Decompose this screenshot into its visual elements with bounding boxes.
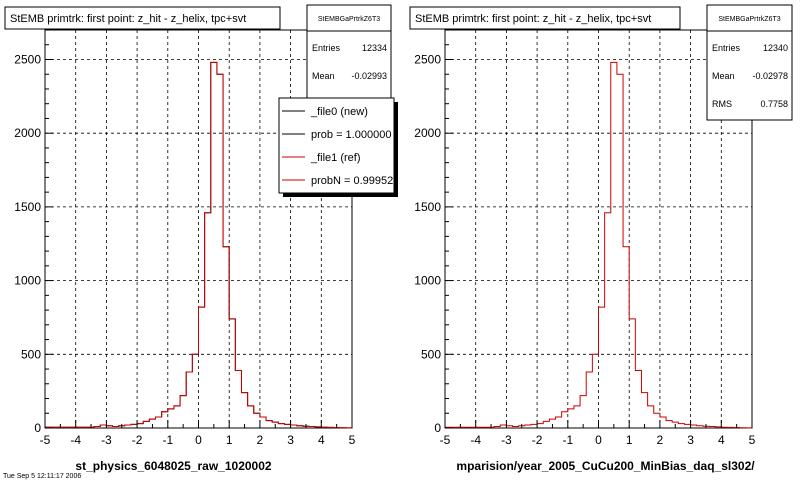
x-tick-label: -5 xyxy=(440,433,451,447)
y-tick-label: 2000 xyxy=(14,126,41,140)
stats-label: RMS xyxy=(712,99,732,109)
y-tick-label: 1000 xyxy=(414,274,441,288)
y-tick-label: 2500 xyxy=(414,52,441,66)
y-tick-label: 2000 xyxy=(414,126,441,140)
chart-title: StEMB primtrk: first point: z_hit - z_he… xyxy=(10,13,246,25)
histogram-series-1 xyxy=(444,61,753,429)
legend-clip-group: _file0 (new) prob = 1.000000 _file1 (ref) p… xyxy=(282,106,399,187)
x-tick-label: -2 xyxy=(132,433,143,447)
stats-label: Mean xyxy=(712,71,735,81)
x-tick-label: 0 xyxy=(595,433,602,447)
histogram-series-2 xyxy=(44,61,353,429)
x-axis-label: mparision/year_2005_CuCu200_MinBias_daq_… xyxy=(456,459,755,473)
stats-box-name: StEMBGaPrtrkZ6T3 xyxy=(318,16,380,23)
footer-timestamp: Tue Sep 5 12:11:17 2006 xyxy=(3,473,81,480)
x-tick-label: -3 xyxy=(101,433,112,447)
x-tick-label: -5 xyxy=(40,433,51,447)
legend-entry-label: _file0 (new) xyxy=(310,106,368,118)
x-tick-label: -1 xyxy=(562,433,573,447)
x-tick-label: -4 xyxy=(70,433,81,447)
chart-title: StEMB primtrk: first point: z_hit - z_he… xyxy=(415,13,651,25)
x-tick-label: 5 xyxy=(349,433,356,447)
stats-box-name: StEMBGaPrtrkZ6T3 xyxy=(718,16,780,23)
legend-entry-label: _file1 (ref) xyxy=(310,152,361,164)
x-tick-label: -4 xyxy=(470,433,481,447)
stats-label: Entries xyxy=(712,43,741,53)
y-tick-label: 2500 xyxy=(14,52,41,66)
stats-value: -0.02978 xyxy=(752,71,788,81)
stats-value: 12340 xyxy=(763,43,788,53)
legend-box xyxy=(278,97,395,194)
x-tick-label: -3 xyxy=(501,433,512,447)
x-tick-label: 0 xyxy=(195,433,202,447)
y-tick-label: 1000 xyxy=(14,274,41,288)
y-tick-label: 0 xyxy=(34,421,41,435)
stats-label: Entries xyxy=(312,43,341,53)
stats-value: 0.7758 xyxy=(760,99,788,109)
x-tick-label: 4 xyxy=(318,433,325,447)
title-box xyxy=(409,6,681,30)
title-box xyxy=(4,6,281,30)
stats-box xyxy=(306,4,392,99)
x-tick-label: -1 xyxy=(162,433,173,447)
stats-label: Mean xyxy=(312,71,335,81)
stats-value: 12334 xyxy=(362,43,387,53)
x-tick-label: 2 xyxy=(657,433,664,447)
y-tick-label: 500 xyxy=(21,347,41,361)
legend-entry-label: prob = 1.000000 xyxy=(311,129,391,141)
legend-entry-label: probN = 0.999520 xyxy=(311,175,399,187)
x-tick-label: 1 xyxy=(626,433,633,447)
y-tick-label: 500 xyxy=(421,347,441,361)
x-tick-label: 2 xyxy=(257,433,264,447)
histogram-panel-1: -5 -4 -3 -2 -1 0 1 2 3 4 5 0 500 1000 1500 2000 2500 StEM… xyxy=(4,4,399,473)
x-tick-label: 4 xyxy=(718,433,725,447)
y-tick-label: 1500 xyxy=(14,200,41,214)
x-tick-label: 3 xyxy=(687,433,694,447)
x-axis-label: st_physics_6048025_raw_1020002 xyxy=(75,459,271,473)
x-tick-label: -2 xyxy=(532,433,543,447)
x-tick-label: 1 xyxy=(226,433,233,447)
y-tick-label: 1500 xyxy=(414,200,441,214)
y-tick-label: 0 xyxy=(434,421,441,435)
x-tick-label: 5 xyxy=(749,433,756,447)
stats-value: -0.02993 xyxy=(351,71,387,81)
stats-box xyxy=(706,4,793,121)
histogram-panel-2: -5 -4 -3 -2 -1 0 1 2 3 4 5 0 500 1000 1500 2000 2500 StEM… xyxy=(409,4,793,473)
x-tick-label: 3 xyxy=(287,433,294,447)
